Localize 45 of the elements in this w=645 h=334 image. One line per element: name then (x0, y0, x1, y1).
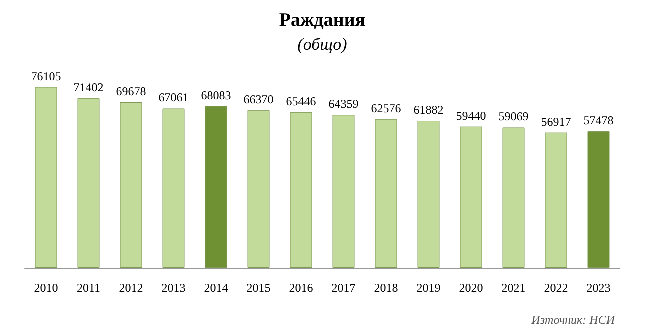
data-label: 64359 (328, 97, 359, 112)
data-label: 59069 (498, 110, 529, 124)
bar (290, 112, 312, 268)
x-tick-label: 2011 (76, 281, 101, 295)
chart-title: Раждания (279, 10, 366, 31)
text: Източник: НСИ (530, 313, 616, 327)
x-tick-label: 2015 (246, 281, 271, 295)
x-tick-label: 2016 (289, 281, 314, 295)
bar (502, 128, 525, 268)
bar (78, 98, 100, 268)
bar (545, 132, 568, 268)
chart-subtitle: (общо) (298, 35, 348, 54)
bar (332, 115, 355, 268)
bar (375, 119, 398, 268)
data-label: 67061 (158, 90, 189, 105)
data-label: 68083 (201, 88, 232, 102)
bar (35, 87, 58, 268)
bar (588, 131, 610, 268)
data-label: 66370 (244, 92, 274, 106)
x-tick-label: 2019 (416, 281, 441, 295)
data-label: 65446 (286, 94, 316, 109)
bar (120, 102, 142, 268)
data-label: 59440 (456, 108, 486, 123)
data-label: 62576 (371, 101, 402, 116)
x-tick-label: 2017 (332, 281, 356, 295)
x-tick-label: 2012 (119, 281, 144, 295)
data-label: 69678 (116, 84, 146, 99)
bar (460, 126, 482, 268)
bar (418, 121, 440, 268)
x-tick-label: 2018 (374, 281, 398, 295)
x-tick-label: 2020 (459, 281, 484, 295)
bar (162, 108, 185, 268)
bar (248, 110, 270, 268)
data-label: 76105 (31, 69, 62, 84)
data-label: 61882 (414, 103, 444, 118)
data-label: 56917 (541, 114, 572, 129)
x-tick-label: 2014 (204, 281, 228, 295)
x-tick-label: 2021 (502, 281, 526, 295)
data-label: 57478 (584, 113, 614, 128)
x-tick-label: 2010 (34, 281, 58, 295)
x-tick-label: 2023 (586, 281, 611, 295)
x-tick-label: 2022 (544, 281, 568, 295)
data-label: 71402 (74, 80, 104, 94)
bar (205, 106, 228, 268)
x-tick-label: 2013 (162, 281, 186, 295)
